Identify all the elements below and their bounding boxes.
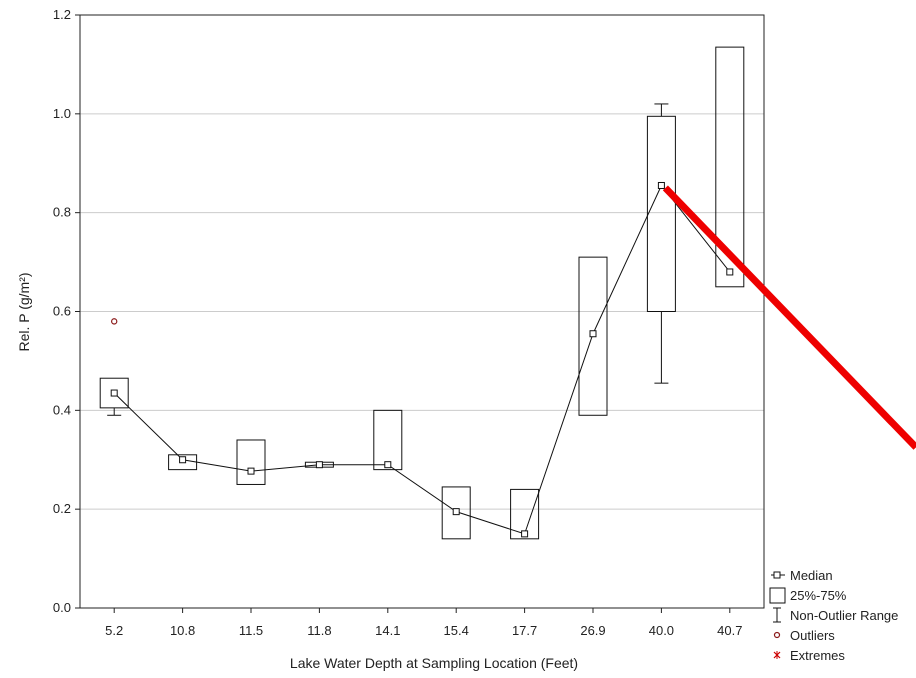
x-axis-ticks: 5.2 10.8 11.5 11.8 14.1 15.4 17.7 26.9 40.0 40.7 [105, 608, 742, 638]
outlier-point [110, 318, 118, 325]
box-group [510, 488, 540, 540]
legend-label-outliers: Outliers [790, 628, 835, 643]
y-axis-label: Rel. P (g/m²) [16, 272, 32, 351]
grid-lines [80, 113, 764, 510]
box-group [236, 439, 266, 485]
box-group [373, 409, 403, 471]
legend-label-range: Non-Outlier Range [790, 608, 898, 623]
box [441, 486, 471, 540]
legend: Median 25%-75% Non-Outlier Range Outlier… [769, 568, 898, 663]
y-tick-label: 1.0 [53, 106, 71, 121]
plot-frame [79, 14, 765, 609]
x-tick-label: 15.4 [444, 623, 469, 638]
y-tick-label: 0.4 [53, 402, 71, 417]
legend-label-box: 25%-75% [790, 588, 847, 603]
median-marker [452, 508, 460, 516]
x-axis-label: Lake Water Depth at Sampling Location (F… [290, 655, 578, 671]
box-group [441, 486, 471, 540]
median-marker [589, 330, 597, 338]
x-tick-label: 5.2 [105, 623, 123, 638]
legend-label-median: Median [790, 568, 833, 583]
y-axis-ticks: 0.0 0.2 0.4 0.6 0.8 1.0 1.2 [53, 7, 80, 615]
legend-item-outliers: Outliers [773, 628, 835, 643]
median-marker [521, 530, 529, 538]
y-tick-label: 1.2 [53, 7, 71, 22]
x-tick-label: 17.7 [512, 623, 537, 638]
box [373, 409, 403, 471]
y-tick-label: 0.0 [53, 600, 71, 615]
median-trend-line [113, 184, 731, 535]
x-tick-label: 11.8 [307, 623, 331, 638]
y-tick-label: 0.8 [53, 205, 71, 220]
legend-label-extremes: Extremes [790, 648, 845, 663]
x-tick-label: 26.9 [580, 623, 605, 638]
x-tick-label: 40.0 [649, 623, 674, 638]
box [646, 115, 676, 312]
y-tick-label: 0.2 [53, 501, 71, 516]
outlier-markers [110, 318, 118, 325]
median-marker [110, 389, 118, 397]
box-group [99, 377, 129, 416]
median-marker [384, 461, 392, 469]
box [578, 256, 608, 416]
red-annotation-line [662, 185, 916, 450]
box-group [578, 256, 608, 416]
median-marker [179, 456, 187, 464]
x-tick-label: 14.1 [375, 623, 400, 638]
median-marker [315, 461, 323, 469]
median-marker [657, 181, 665, 189]
x-tick-label: 11.5 [239, 623, 263, 638]
x-tick-label: 40.7 [717, 623, 742, 638]
box [715, 46, 745, 288]
median-markers [110, 181, 734, 538]
median-marker [726, 268, 734, 276]
x-tick-label: 10.8 [170, 623, 195, 638]
median-marker [247, 467, 255, 475]
box [510, 488, 540, 540]
legend-item-extremes: Extremes [773, 648, 845, 663]
box [236, 439, 266, 485]
legend-item-median: Median [771, 568, 833, 583]
box-group [646, 103, 676, 384]
box-group [715, 46, 745, 288]
boxes [99, 46, 745, 540]
y-tick-label: 0.6 [53, 304, 71, 319]
legend-item-box: 25%-75% [769, 587, 847, 604]
legend-item-range: Non-Outlier Range [773, 607, 898, 623]
